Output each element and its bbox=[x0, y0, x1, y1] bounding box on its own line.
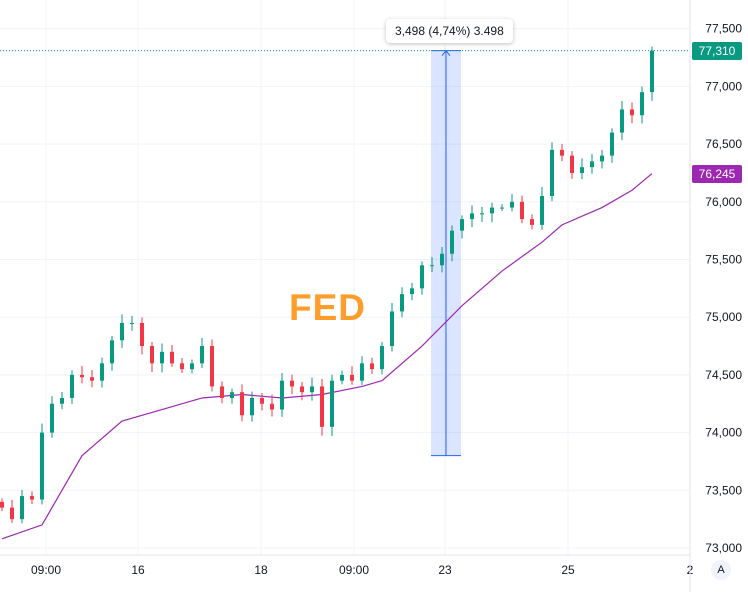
candle-body bbox=[70, 374, 74, 398]
y-tick-label: 77,500 bbox=[705, 22, 742, 36]
candle-body bbox=[30, 496, 34, 500]
moving-average-line bbox=[1, 173, 653, 540]
candle-body bbox=[520, 201, 524, 220]
candle-body bbox=[600, 155, 604, 162]
measure-arrow-head bbox=[441, 49, 451, 56]
y-tick-label: 74,500 bbox=[705, 368, 742, 382]
x-tick-label: 25 bbox=[561, 563, 575, 577]
candle-body bbox=[340, 374, 344, 381]
candle-body bbox=[500, 207, 504, 209]
candle-body bbox=[530, 219, 534, 225]
candle-body bbox=[350, 374, 354, 381]
candle-body bbox=[130, 322, 134, 324]
x-tick-label: 09:00 bbox=[339, 563, 369, 577]
candle-body bbox=[570, 155, 574, 173]
candle-body bbox=[620, 109, 624, 133]
x-tick-label: 09:00 bbox=[31, 563, 61, 577]
x-tick-label: 23 bbox=[438, 563, 452, 577]
candle-body bbox=[10, 507, 14, 520]
candle-body bbox=[170, 351, 174, 364]
candle-body bbox=[420, 265, 424, 289]
candle-body bbox=[310, 386, 314, 393]
candle-body bbox=[160, 351, 164, 364]
y-tick-label: 73,500 bbox=[705, 483, 742, 497]
x-tick-label: 18 bbox=[254, 563, 268, 577]
candle-body bbox=[480, 213, 484, 215]
candle-body bbox=[390, 311, 394, 347]
candle-body bbox=[110, 340, 114, 364]
candle-body bbox=[540, 196, 544, 225]
candle-body bbox=[330, 380, 334, 427]
candle-body bbox=[40, 432, 44, 500]
candle-body bbox=[450, 230, 454, 254]
candle-body bbox=[370, 363, 374, 370]
y-tick-label: 73,000 bbox=[705, 541, 742, 555]
y-tick-label: 76,000 bbox=[705, 195, 742, 209]
y-tick-label: 75,000 bbox=[705, 310, 742, 324]
ma-value-badge: 76,245 bbox=[692, 164, 742, 183]
candle-body bbox=[140, 322, 144, 347]
x-tick-label: 16 bbox=[131, 563, 145, 577]
candle-body bbox=[240, 392, 244, 416]
candle-body bbox=[90, 377, 94, 381]
candle-body bbox=[190, 363, 194, 370]
candle-body bbox=[440, 253, 444, 266]
candle-body bbox=[60, 397, 64, 404]
candle-body bbox=[430, 265, 434, 267]
candle-body bbox=[400, 294, 404, 312]
auto-scale-button[interactable]: A bbox=[711, 560, 731, 580]
candle-body bbox=[610, 132, 614, 156]
candle-body bbox=[230, 392, 234, 398]
candle-body bbox=[320, 386, 324, 427]
candle-body bbox=[650, 50, 654, 93]
candle-body bbox=[280, 380, 284, 410]
candle-body bbox=[50, 403, 54, 433]
candle-body bbox=[100, 363, 104, 381]
candle-body bbox=[590, 161, 594, 168]
candle-body bbox=[410, 288, 414, 295]
candle-body bbox=[300, 386, 304, 393]
candle-body bbox=[630, 109, 634, 116]
candle-body bbox=[250, 397, 254, 416]
fed-annotation: FED bbox=[289, 287, 366, 328]
candle-body bbox=[470, 213, 474, 220]
candle-body bbox=[0, 501, 4, 508]
candle-body bbox=[260, 397, 264, 404]
candle-body bbox=[120, 322, 124, 341]
candle-body bbox=[580, 167, 584, 173]
candle-body bbox=[550, 149, 554, 197]
measure-label: 3,498 (4,74%) 3.498 bbox=[386, 19, 513, 43]
candle-body bbox=[510, 201, 514, 208]
candle-body bbox=[460, 219, 464, 231]
y-tick-label: 77,000 bbox=[705, 79, 742, 93]
last-price-badge: 77,310 bbox=[692, 41, 742, 60]
candle-body bbox=[270, 403, 274, 410]
candle-body bbox=[210, 346, 214, 387]
candle-body bbox=[80, 374, 84, 378]
candle-body bbox=[560, 149, 564, 156]
candle-body bbox=[200, 346, 204, 364]
candle-body bbox=[640, 92, 644, 116]
candle-body bbox=[290, 380, 294, 387]
candle-body bbox=[220, 386, 224, 398]
y-tick-label: 75,500 bbox=[705, 253, 742, 267]
candle-body bbox=[380, 346, 384, 370]
candle-body bbox=[180, 363, 184, 370]
candle-body bbox=[490, 207, 494, 214]
y-tick-label: 76,500 bbox=[705, 137, 742, 151]
candle-body bbox=[360, 363, 364, 381]
candle-body bbox=[150, 346, 154, 364]
candle-body bbox=[20, 496, 24, 520]
y-tick-label: 74,000 bbox=[705, 426, 742, 440]
